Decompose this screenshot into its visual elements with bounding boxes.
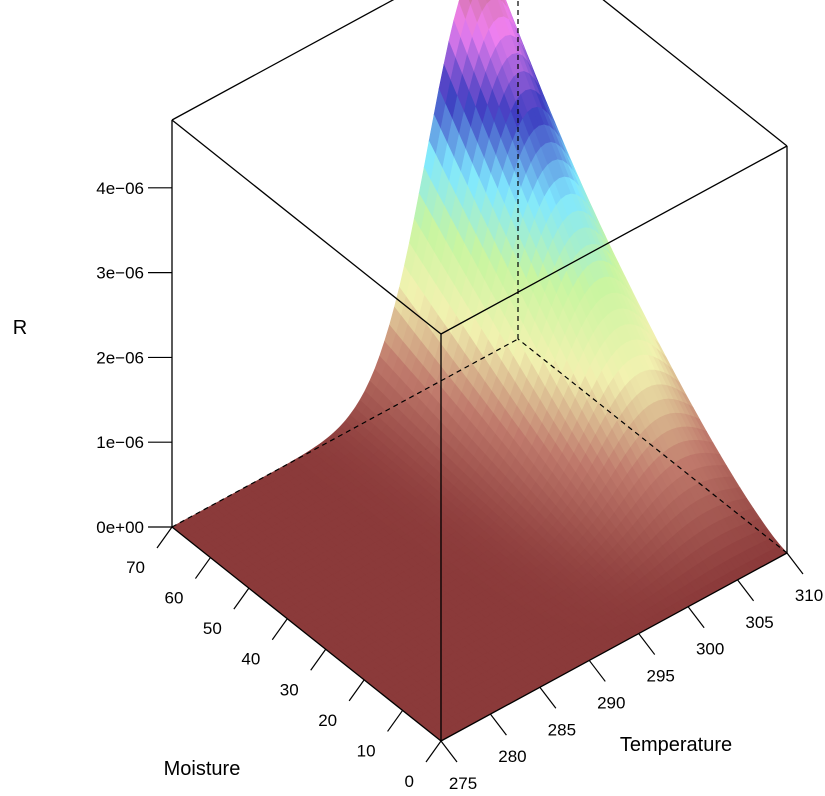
y-tick-mark	[194, 557, 211, 579]
x-tick-mark	[786, 552, 804, 575]
surface-layer	[171, 0, 788, 742]
x-tick-label: 280	[498, 747, 526, 766]
y-tick-mark	[348, 679, 365, 702]
y-tick-mark	[425, 740, 442, 763]
x-tick-label: 300	[696, 640, 724, 659]
z-tick-label: 0e+00	[96, 518, 144, 537]
y-tick-label: 20	[318, 711, 337, 730]
x-tick-mark	[440, 740, 458, 763]
x-tick-label: 275	[449, 774, 477, 793]
box-edge	[440, 552, 788, 742]
y-tick-label: 10	[357, 741, 376, 760]
x-axis: 275 280 285 290 295 300 305 310 Temperature	[440, 552, 823, 793]
x-tick-label: 310	[795, 586, 823, 605]
z-tick-label: 1e−06	[96, 433, 144, 452]
x-tick-label: 305	[745, 613, 773, 632]
x-tick-label: 285	[548, 720, 576, 739]
y-tick-mark	[310, 648, 327, 671]
box-edge	[440, 145, 788, 335]
y-tick-mark	[271, 618, 288, 641]
z-axis-ticks: 0e+00 1e−06 2e−06 3e−06 4e−06	[96, 179, 172, 537]
y-axis-ticks: 0 10 20 30 40 50 60 70	[126, 526, 442, 791]
z-tick-label: 3e−06	[96, 264, 144, 283]
y-tick-label: 0	[405, 772, 414, 791]
z-tick-label: 2e−06	[96, 348, 144, 367]
x-tick-mark	[588, 660, 606, 682]
x-tick-label: 295	[647, 667, 675, 686]
z-axis-title: R	[13, 317, 27, 339]
z-tick-label: 4e−06	[96, 179, 144, 198]
y-tick-label: 60	[165, 589, 184, 608]
x-tick-mark	[539, 686, 557, 709]
box-edge	[171, 526, 442, 742]
y-tick-mark	[233, 587, 250, 610]
y-axis: 0 10 20 30 40 50 60 70 Moisture	[126, 526, 442, 791]
box-edge	[171, 0, 395, 121]
box-edge-hidden	[517, 338, 788, 554]
x-tick-label: 290	[597, 693, 625, 712]
y-axis-title: Moisture	[164, 758, 241, 780]
surface-facet	[468, 0, 473, 6]
y-tick-label: 50	[203, 619, 222, 638]
x-tick-mark	[687, 606, 705, 629]
z-axis: 0e+00 1e−06 2e−06 3e−06 4e−06 R	[13, 179, 172, 537]
box-edge	[602, 0, 788, 147]
x-tick-mark	[489, 713, 507, 736]
x-axis-title: Temperature	[620, 734, 732, 756]
y-tick-mark	[387, 710, 404, 732]
y-tick-label: 30	[280, 680, 299, 699]
box-edge-hidden	[171, 338, 519, 528]
x-axis-ticks: 275 280 285 290 295 300 305 310	[440, 552, 823, 793]
x-tick-mark	[638, 633, 656, 655]
y-tick-label: 70	[126, 558, 145, 577]
y-tick-label: 40	[241, 650, 260, 669]
box-edge	[171, 119, 442, 335]
x-tick-mark	[737, 579, 755, 602]
y-tick-mark	[156, 526, 173, 549]
bounding-box	[171, 0, 788, 742]
